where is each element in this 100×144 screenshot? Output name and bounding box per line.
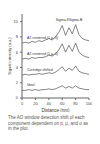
svg-text:0: 0 — [16, 95, 19, 100]
svg-text:80: 80 — [73, 101, 78, 106]
svg-text:A1 centered (1 μ, 0): A1 centered (1 μ, 0) — [27, 36, 58, 40]
svg-text:2: 2 — [16, 80, 19, 85]
svg-text:0: 0 — [21, 101, 24, 106]
svg-text:Ideal: Ideal — [27, 83, 35, 87]
svg-text:40: 40 — [47, 101, 52, 106]
svg-text:100: 100 — [86, 101, 92, 106]
svg-text:4: 4 — [16, 65, 19, 70]
svg-text:Distance (nm): Distance (nm) — [41, 108, 70, 112]
svg-text:Sigma-8: Sigma-8 — [56, 18, 69, 22]
svg-text:60: 60 — [60, 101, 65, 106]
svg-text:8: 8 — [16, 34, 19, 39]
svg-text:Signal intensity (a.u.): Signal intensity (a.u.) — [8, 37, 12, 75]
svg-text:A2 centered (1 μ, 0): A2 centered (1 μ, 0) — [27, 52, 58, 56]
html-text:The AO window detection shift: The AO window detection shift of each co… — [8, 115, 88, 131]
svg-text:20: 20 — [33, 101, 38, 106]
svg-text:6: 6 — [16, 50, 19, 55]
svg-text:10: 10 — [14, 19, 19, 24]
svg-text:Cartridge shifted: Cartridge shifted — [27, 68, 53, 72]
svg-text:Sigma-B: Sigma-B — [69, 18, 83, 22]
